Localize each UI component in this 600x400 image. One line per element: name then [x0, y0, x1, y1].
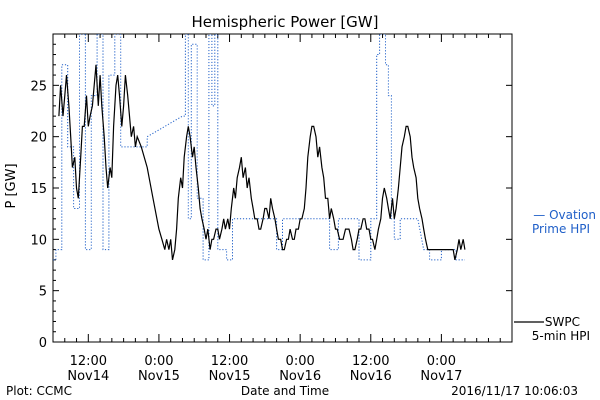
x-tick-time-label: 12:00: [70, 354, 107, 369]
x-axis-label: Date and Time: [241, 384, 329, 398]
plot-frame: [52, 33, 513, 343]
x-tick-date-label: Nov16: [350, 369, 392, 384]
y-tick-label: 10: [30, 233, 47, 248]
plot-timestamp: 2016/11/17 10:06:03: [451, 384, 578, 398]
series-layer: [53, 34, 466, 261]
y-tick-label: 15: [30, 182, 47, 197]
x-tick-date-label: Nov15: [138, 369, 180, 384]
x-tick-date-label: Nov17: [420, 369, 462, 384]
y-tick-label: 0: [39, 336, 47, 351]
ovation-prime-series-line: [53, 34, 465, 261]
ovation-legend-label-2: Prime HPI: [532, 222, 590, 236]
swpc-legend-label: SWPC: [545, 315, 580, 329]
chart-title: Hemispheric Power [GW]: [192, 13, 379, 31]
x-tick-time-label: 0:00: [286, 354, 315, 369]
y-axis-label: P [GW]: [4, 163, 19, 208]
x-tick-date-label: Nov14: [67, 369, 109, 384]
x-tick-time-label: 0:00: [144, 354, 173, 369]
x-tick-time-label: 12:00: [211, 354, 248, 369]
y-tick-label: 20: [30, 131, 47, 146]
plot-source-label: Plot: CCMC: [6, 384, 72, 398]
y-axis: 0 5 10 15 20 25: [30, 43, 512, 351]
swpc-legend-label-2: 5-min HPI: [532, 329, 590, 343]
x-tick-time-label: 12:00: [352, 354, 389, 369]
y-tick-label: 5: [39, 285, 47, 300]
y-tick-label: 25: [30, 79, 47, 94]
ovation-legend-label: — Ovation: [533, 208, 596, 222]
x-tick-time-label: 0:00: [427, 354, 456, 369]
x-axis: 12:00Nov140:00Nov1512:00Nov150:00Nov1612…: [64, 34, 501, 384]
x-tick-date-label: Nov16: [279, 369, 321, 384]
swpc-series-line: [58, 64, 466, 261]
x-tick-date-label: Nov15: [209, 369, 251, 384]
